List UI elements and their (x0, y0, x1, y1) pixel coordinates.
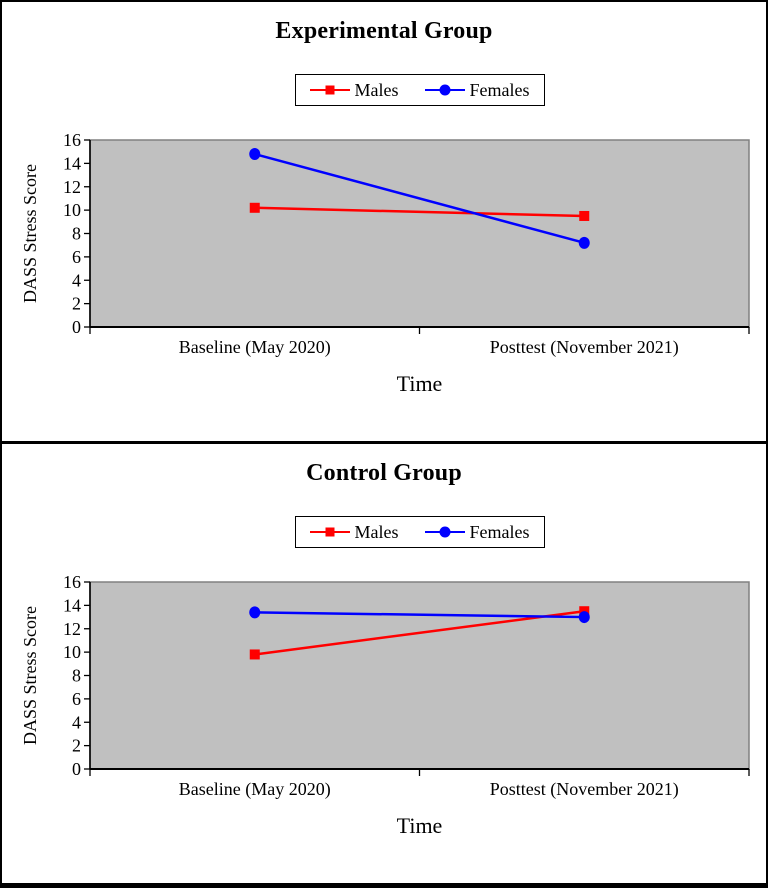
legend-item-females: Females (424, 80, 530, 100)
legend-label-males: Males (354, 80, 399, 100)
y-axis-tick-label: 12 (63, 177, 81, 197)
data-point-females (578, 236, 590, 249)
legend-item-females: Females (424, 522, 530, 542)
series-line-males (254, 609, 585, 656)
y-axis-tick-label: 0 (72, 317, 81, 337)
chart-canvas-experimental: 0 2 4 6 8 10 12 14 16 Baseline (May 2020) Posttest… (2, 118, 766, 418)
chart-title-experimental: Experimental Group (275, 18, 493, 44)
chart-canvas-control: 0 2 4 6 8 10 12 14 16 Baseline (May 2020) Posttest… (2, 560, 766, 860)
chart-title-control: Control Group (306, 460, 462, 486)
legend-item-males: Males (309, 522, 399, 542)
control-group-panel: Control Group Males Females 0 2 4 6 8 10 12 14 1… (0, 443, 768, 888)
y-axis-tick-label: 6 (72, 689, 81, 709)
y-axis-tick-label: 16 (63, 572, 81, 592)
series-line-females (254, 152, 585, 245)
legend-label-males: Males (354, 522, 399, 542)
y-axis-tick-label: 4 (72, 712, 81, 732)
data-point-males (249, 649, 260, 660)
data-point-males (579, 210, 590, 221)
y-axis-tick-label: 10 (63, 642, 81, 662)
legend-label-females: Females (469, 80, 530, 100)
y-axis-tick-label: 10 (63, 200, 81, 220)
chart-svg: 0 2 4 6 8 10 12 14 16 Baseline (May 2020) Posttest… (20, 130, 750, 396)
y-axis-tick-label: 6 (72, 247, 81, 267)
plot-area (89, 581, 750, 770)
legend-item-males: Males (309, 80, 399, 100)
x-category-label: Baseline (May 2020) (179, 337, 331, 358)
x-axis-title: Time (397, 371, 443, 396)
legend-label-females: Females (469, 522, 530, 542)
series-line-females (254, 611, 585, 619)
series-line-males (254, 206, 585, 218)
females-line-marker-icon (424, 84, 465, 96)
x-axis-title: Time (397, 813, 443, 838)
data-point-males (249, 202, 260, 213)
males-line-marker-icon (309, 527, 350, 537)
legend-experimental: Males Females (90, 74, 749, 106)
y-axis-title: DASS Stress Score (20, 606, 40, 745)
data-point-females (249, 606, 261, 619)
chart-svg: 0 2 4 6 8 10 12 14 16 Baseline (May 2020) Posttest… (20, 572, 750, 838)
y-axis-tick-label: 14 (63, 153, 81, 173)
experimental-group-panel: Experimental Group Males Females 0 2 4 6 8 10… (0, 0, 768, 443)
legend-box: Males Females (294, 516, 545, 548)
males-line-marker-icon (309, 85, 350, 95)
y-axis-tick-label: 8 (72, 224, 81, 244)
x-category-label: Baseline (May 2020) (179, 779, 331, 800)
legend-control: Males Females (90, 516, 749, 548)
y-axis-tick-label: 16 (63, 130, 81, 150)
y-axis-tick-label: 14 (63, 595, 81, 615)
females-line-marker-icon (424, 526, 465, 538)
x-category-label: Posttest (November 2021) (490, 337, 679, 358)
plot-area (89, 139, 750, 328)
y-axis-tick-label: 8 (72, 666, 81, 686)
y-axis-tick-label: 2 (72, 736, 81, 756)
legend-box: Males Females (294, 74, 545, 106)
y-axis-tick-label: 0 (72, 759, 81, 779)
data-point-females (578, 611, 590, 624)
y-axis-tick-label: 12 (63, 619, 81, 639)
data-point-females (249, 148, 261, 161)
y-axis-title: DASS Stress Score (20, 164, 40, 303)
x-category-label: Posttest (November 2021) (490, 779, 679, 800)
y-axis-tick-label: 2 (72, 294, 81, 314)
y-axis-tick-label: 4 (72, 270, 81, 290)
